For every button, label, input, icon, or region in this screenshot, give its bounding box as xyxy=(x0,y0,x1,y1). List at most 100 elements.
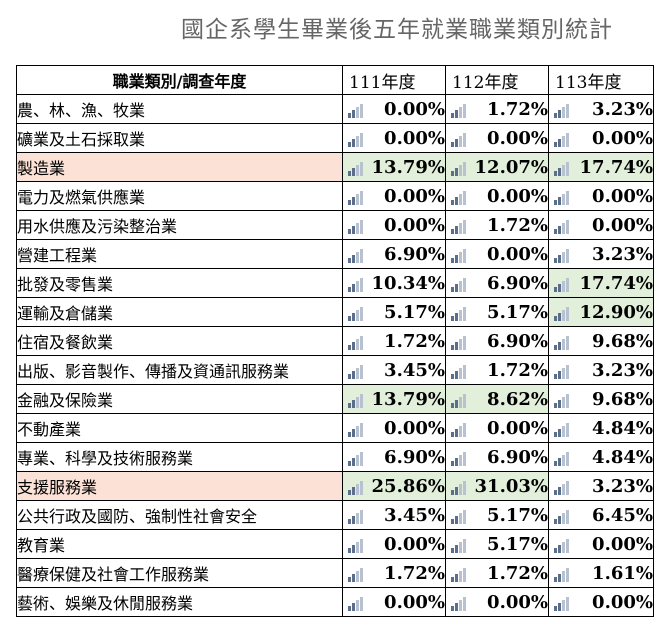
category-cell: 批發及零售業 xyxy=(16,268,343,298)
percentage-value: 3.23% xyxy=(592,359,653,381)
page-title: 國企系學生畢業後五年就業職業類別統計 xyxy=(181,17,613,43)
category-cell: 支援服務業 xyxy=(16,471,343,501)
percentage-value: 0.00% xyxy=(592,185,653,207)
bar-chart-icon xyxy=(451,595,466,611)
bar-chart-icon xyxy=(554,421,569,437)
value-cell: 6.90% xyxy=(342,239,446,269)
value-cell: 5.17% xyxy=(445,297,549,327)
table-row: 公共行政及國防、強制性社會安全 3.45% 5.17% 6.45% xyxy=(16,500,654,530)
value-cell: 4.84% xyxy=(548,413,654,443)
percentage-value: 25.86% xyxy=(371,475,445,497)
bar-chart-icon xyxy=(554,537,569,553)
table-row: 金融及保險業 13.79% 8.62% 9.68% xyxy=(16,384,654,414)
percentage-value: 0.00% xyxy=(384,185,445,207)
value-cell: 1.72% xyxy=(342,326,446,356)
percentage-value: 8.62% xyxy=(487,388,548,410)
table-row: 製造業 13.79% 12.07% 17.74% xyxy=(16,152,654,182)
percentage-value: 4.84% xyxy=(592,417,653,439)
bar-chart-icon xyxy=(451,276,466,292)
percentage-value: 0.00% xyxy=(384,98,445,120)
value-cell: 0.00% xyxy=(342,529,446,559)
value-cell: 13.79% xyxy=(342,152,446,182)
table-row: 醫療保健及社會工作服務業 1.72% 1.72% 1.61% xyxy=(16,558,654,588)
value-cell: 5.17% xyxy=(445,500,549,530)
bar-chart-icon xyxy=(451,102,466,118)
value-cell: 4.84% xyxy=(548,442,654,472)
value-cell: 0.00% xyxy=(342,123,446,153)
value-cell: 3.23% xyxy=(548,471,654,501)
bar-chart-icon xyxy=(451,160,466,176)
percentage-value: 1.72% xyxy=(487,98,548,120)
table-row: 運輸及倉儲業 5.17% 5.17% 12.90% xyxy=(16,297,654,327)
percentage-value: 0.00% xyxy=(384,591,445,613)
value-cell: 9.68% xyxy=(548,384,654,414)
value-cell: 1.72% xyxy=(445,558,549,588)
percentage-value: 10.34% xyxy=(371,272,445,294)
table-row: 藝術、娛樂及休閒服務業 0.00% 0.00% 0.00% xyxy=(16,587,654,617)
percentage-value: 5.17% xyxy=(384,301,445,323)
table-row: 農、林、漁、牧業 0.00% 1.72% 3.23% xyxy=(16,94,654,124)
bar-chart-icon xyxy=(554,479,569,495)
category-cell: 專業、科學及技術服務業 xyxy=(16,442,343,472)
value-cell: 17.74% xyxy=(548,152,654,182)
value-cell: 8.62% xyxy=(445,384,549,414)
category-cell: 不動產業 xyxy=(16,413,343,443)
bar-chart-icon xyxy=(451,305,466,321)
year-column-header: 112年度 xyxy=(445,65,549,95)
percentage-value: 1.72% xyxy=(384,562,445,584)
percentage-value: 1.72% xyxy=(487,359,548,381)
category-cell: 農、林、漁、牧業 xyxy=(16,94,343,124)
table-row: 專業、科學及技術服務業 6.90% 6.90% 4.84% xyxy=(16,442,654,472)
percentage-value: 6.90% xyxy=(384,446,445,468)
percentage-value: 13.79% xyxy=(371,388,445,410)
value-cell: 6.90% xyxy=(342,442,446,472)
percentage-value: 0.00% xyxy=(384,214,445,236)
value-cell: 12.90% xyxy=(548,297,654,327)
percentage-value: 3.23% xyxy=(592,243,653,265)
value-cell: 0.00% xyxy=(342,94,446,124)
table-row: 教育業 0.00% 5.17% 0.00% xyxy=(16,529,654,559)
value-cell: 6.90% xyxy=(445,326,549,356)
bar-chart-icon xyxy=(554,276,569,292)
category-cell: 營建工程業 xyxy=(16,239,343,269)
bar-chart-icon xyxy=(554,334,569,350)
table-header-row: 職業類別/調查年度 111年度 112年度 113年度 xyxy=(16,65,654,95)
table-row: 電力及燃氣供應業 0.00% 0.00% 0.00% xyxy=(16,181,654,211)
value-cell: 0.00% xyxy=(342,413,446,443)
bar-chart-icon xyxy=(554,595,569,611)
category-cell: 金融及保險業 xyxy=(16,384,343,414)
value-cell: 5.17% xyxy=(445,529,549,559)
percentage-value: 5.17% xyxy=(487,301,548,323)
value-cell: 9.68% xyxy=(548,326,654,356)
value-cell: 0.00% xyxy=(445,181,549,211)
employment-stats-table: 職業類別/調查年度 111年度 112年度 113年度 農、林、漁、牧業 0.00… xyxy=(16,65,654,617)
category-cell: 用水供應及污染整治業 xyxy=(16,210,343,240)
percentage-value: 0.00% xyxy=(592,214,653,236)
value-cell: 5.17% xyxy=(342,297,446,327)
value-cell: 13.79% xyxy=(342,384,446,414)
value-cell: 0.00% xyxy=(445,239,549,269)
bar-chart-icon xyxy=(451,218,466,234)
bar-chart-icon xyxy=(554,102,569,118)
bar-chart-icon xyxy=(451,363,466,379)
category-cell: 礦業及土石採取業 xyxy=(16,123,343,153)
bar-chart-icon xyxy=(348,595,363,611)
bar-chart-icon xyxy=(554,218,569,234)
bar-chart-icon xyxy=(348,363,363,379)
percentage-value: 17.74% xyxy=(579,272,653,294)
table-row: 出版、影音製作、傳播及資通訊服務業 3.45% 1.72% 3.23% xyxy=(16,355,654,385)
percentage-value: 1.72% xyxy=(487,214,548,236)
value-cell: 10.34% xyxy=(342,268,446,298)
percentage-value: 17.74% xyxy=(579,156,653,178)
value-cell: 0.00% xyxy=(445,413,549,443)
value-cell: 0.00% xyxy=(342,210,446,240)
bar-chart-icon xyxy=(554,508,569,524)
year-column-header: 111年度 xyxy=(342,65,446,95)
table-row: 支援服務業 25.86% 31.03% 3.23% xyxy=(16,471,654,501)
bar-chart-icon xyxy=(451,537,466,553)
category-cell: 製造業 xyxy=(16,152,343,182)
table-row: 批發及零售業 10.34% 6.90% 17.74% xyxy=(16,268,654,298)
category-column-header: 職業類別/調查年度 xyxy=(16,65,343,95)
bar-chart-icon xyxy=(451,334,466,350)
bar-chart-icon xyxy=(451,566,466,582)
